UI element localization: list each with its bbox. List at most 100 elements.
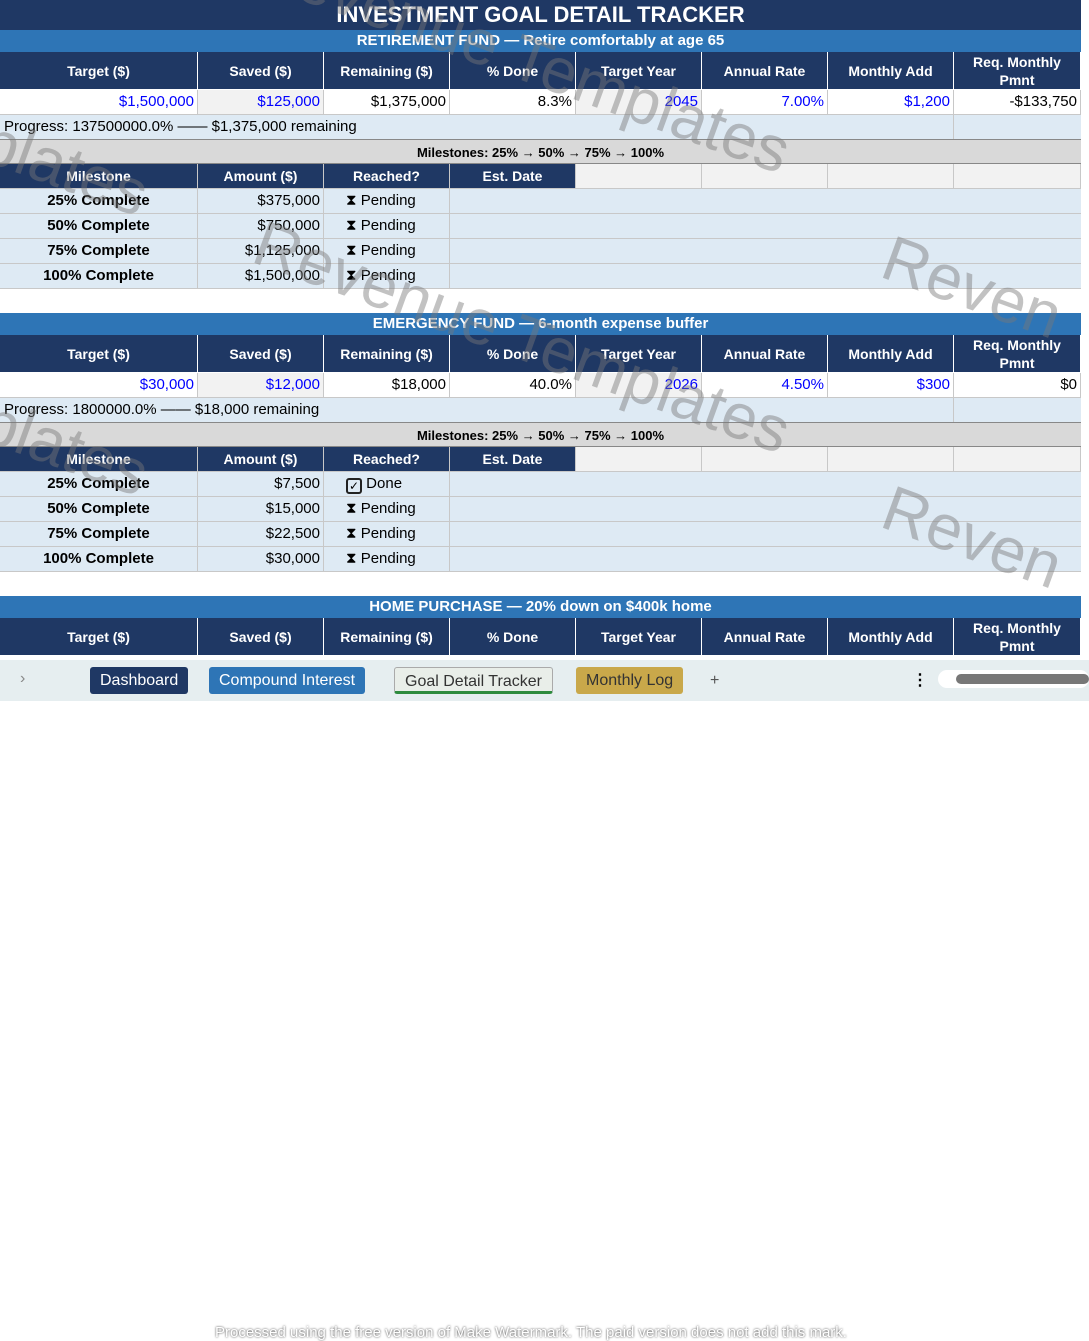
value-cell[interactable]: 4.50% (702, 373, 828, 398)
milestone-name: 75% Complete (0, 522, 198, 547)
column-header: % Done (450, 335, 576, 373)
empty-cell (954, 447, 1081, 472)
value-cell[interactable]: $18,000 (324, 373, 450, 398)
milestone-column-header: Milestone (0, 164, 198, 189)
empty-cell (954, 164, 1081, 189)
empty-cell (702, 164, 828, 189)
column-header: % Done (450, 618, 576, 656)
value-cell[interactable]: 2026 (576, 373, 702, 398)
value-cell[interactable]: $1,375,000 (324, 90, 450, 115)
value-cell[interactable]: 40.0% (450, 373, 576, 398)
tab-monthly-log[interactable]: Monthly Log (576, 667, 684, 694)
milestone-amount: $1,125,000 (198, 239, 324, 264)
goal-section: EMERGENCY FUND — 6-month expense buffer T… (0, 313, 1081, 596)
est-date-cell[interactable] (450, 497, 1081, 522)
progress-text: Progress: 137500000.0% —— $1,375,000 rem… (0, 115, 954, 139)
milestone-status: Pending (360, 217, 416, 234)
milestone-name: 25% Complete (0, 472, 198, 497)
milestone-amount: $15,000 (198, 497, 324, 522)
milestone-column-header: Reached? (324, 447, 450, 472)
milestone-column-header: Est. Date (450, 164, 576, 189)
milestone-amount: $7,500 (198, 472, 324, 497)
progress-row: Progress: 137500000.0% —— $1,375,000 rem… (0, 115, 1081, 139)
est-date-cell[interactable] (450, 547, 1081, 572)
hourglass-icon: ⧗ (346, 267, 357, 284)
milestone-row: 50% Complete $750,000 ⧗ Pending (0, 214, 1081, 239)
milestone-header-row: Milestone Amount ($) Reached? Est. Date (0, 447, 1081, 472)
column-header: Saved ($) (198, 335, 324, 373)
milestone-amount: $1,500,000 (198, 264, 324, 289)
milestone-row: 50% Complete $15,000 ⧗ Pending (0, 497, 1081, 522)
empty-cell (828, 447, 954, 472)
milestone-status: Pending (360, 192, 416, 209)
milestone-status: Pending (360, 550, 416, 567)
value-cell[interactable]: $125,000 (198, 90, 324, 115)
header-row: Target ($) Saved ($) Remaining ($)% Done Ta… (0, 52, 1081, 90)
header-row: Target ($) Saved ($) Remaining ($)% Done Ta… (0, 335, 1081, 373)
milestone-name: 25% Complete (0, 189, 198, 214)
milestone-column-header: Reached? (324, 164, 450, 189)
column-header: Annual Rate (702, 335, 828, 373)
value-cell[interactable]: $1,200 (828, 90, 954, 115)
hourglass-icon: ⧗ (346, 500, 357, 517)
hourglass-icon: ⧗ (346, 217, 357, 234)
column-header: Remaining ($) (324, 618, 450, 656)
column-header: Target Year (576, 618, 702, 656)
header-row: Target ($) Saved ($) Remaining ($)% Done Ta… (0, 618, 1081, 656)
milestone-amount: $750,000 (198, 214, 324, 239)
value-cell[interactable]: $30,000 (0, 373, 198, 398)
value-cell[interactable]: $300 (828, 373, 954, 398)
est-date-cell[interactable] (450, 264, 1081, 289)
milestone-row: 100% Complete $1,500,000 ⧗ Pending (0, 264, 1081, 289)
tab-goal-detail-tracker[interactable]: Goal Detail Tracker (394, 667, 553, 694)
empty-cell (702, 447, 828, 472)
page-title: INVESTMENT GOAL DETAIL TRACKER (0, 0, 1081, 30)
more-options-icon[interactable]: ⋮ (912, 672, 928, 689)
milestone-name: 75% Complete (0, 239, 198, 264)
value-cell[interactable]: $12,000 (198, 373, 324, 398)
add-sheet-button[interactable]: + (710, 672, 720, 689)
hourglass-icon: ⧗ (346, 242, 357, 259)
empty-cell (828, 164, 954, 189)
scrollbar-thumb[interactable] (956, 674, 1089, 684)
value-cell[interactable]: 2045 (576, 90, 702, 115)
milestone-column-header: Amount ($) (198, 164, 324, 189)
milestone-row: 25% Complete $375,000 ⧗ Pending (0, 189, 1081, 214)
goal-title: RETIREMENT FUND — Retire comfortably at … (0, 30, 1081, 52)
est-date-cell[interactable] (450, 472, 1081, 497)
value-cell[interactable]: 7.00% (702, 90, 828, 115)
milestone-row: 75% Complete $1,125,000 ⧗ Pending (0, 239, 1081, 264)
milestone-title: Milestones: 25% → 50% → 75% → 100% (0, 422, 1081, 447)
est-date-cell[interactable] (450, 214, 1081, 239)
milestone-column-header: Est. Date (450, 447, 576, 472)
est-date-cell[interactable] (450, 239, 1081, 264)
milestone-row: 100% Complete $30,000 ⧗ Pending (0, 547, 1081, 572)
tab-dashboard[interactable]: Dashboard (90, 667, 189, 694)
column-header: Req. Monthly Pmnt (954, 618, 1081, 656)
value-cell[interactable]: -$133,750 (954, 90, 1081, 115)
est-date-cell[interactable] (450, 522, 1081, 547)
column-header: Monthly Add (828, 52, 954, 90)
tab-compound-interest[interactable]: Compound Interest (209, 667, 366, 694)
milestone-column-header: Milestone (0, 447, 198, 472)
milestone-name: 100% Complete (0, 264, 198, 289)
column-header: Monthly Add (828, 335, 954, 373)
milestone-status: Pending (360, 267, 416, 284)
column-header: % Done (450, 52, 576, 90)
milestone-amount: $30,000 (198, 547, 324, 572)
column-header: Req. Monthly Pmnt (954, 52, 1081, 90)
column-header: Monthly Add (828, 618, 954, 656)
value-cell[interactable]: $0 (954, 373, 1081, 398)
milestone-name: 50% Complete (0, 497, 198, 522)
milestone-title: Milestones: 25% → 50% → 75% → 100% (0, 139, 1081, 164)
horizontal-scrollbar[interactable] (938, 670, 1089, 688)
hourglass-icon: ⧗ (346, 525, 357, 542)
watermark-notice: Processed using the free version of Make… (215, 1324, 847, 1341)
est-date-cell[interactable] (450, 189, 1081, 214)
scroll-tabs-arrow-icon[interactable]: › (20, 670, 26, 687)
column-header: Annual Rate (702, 52, 828, 90)
sheet-tab-bar: › Dashboard Compound Interest Goal Detai… (0, 660, 1089, 1341)
value-cell[interactable]: 8.3% (450, 90, 576, 115)
column-header: Saved ($) (198, 618, 324, 656)
value-cell[interactable]: $1,500,000 (0, 90, 198, 115)
